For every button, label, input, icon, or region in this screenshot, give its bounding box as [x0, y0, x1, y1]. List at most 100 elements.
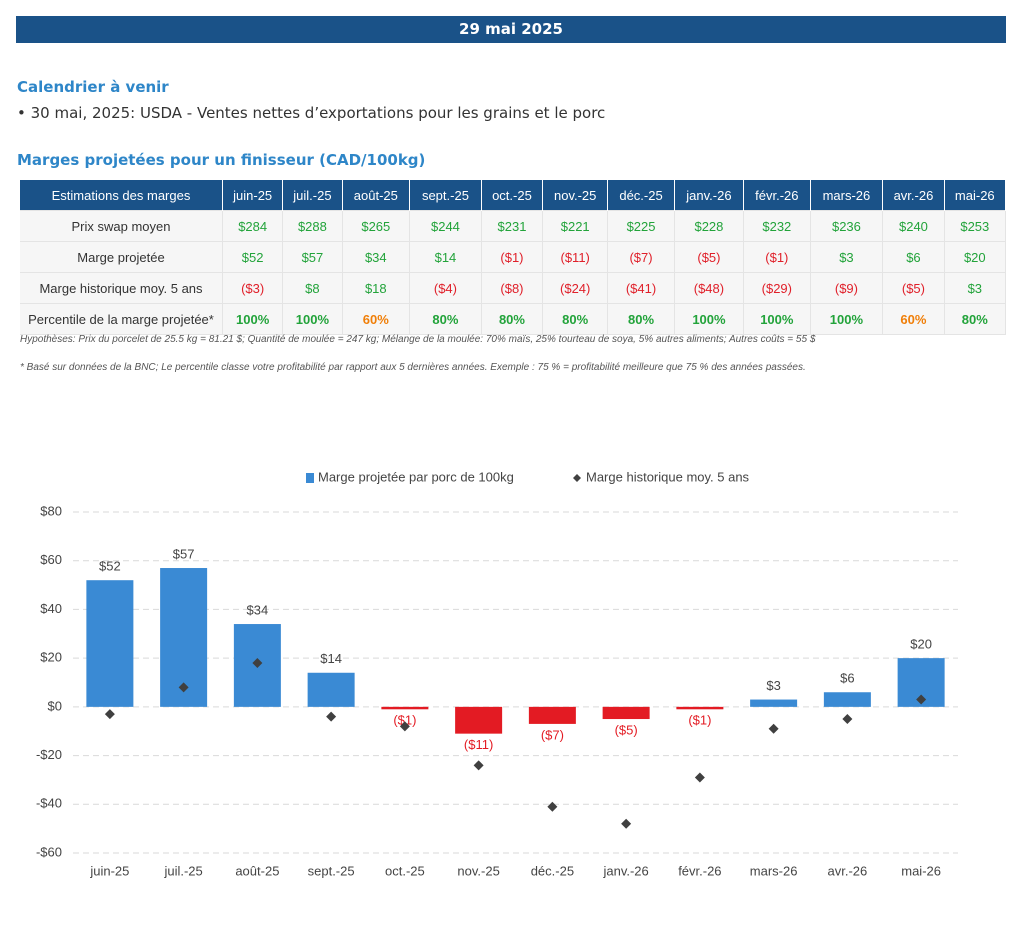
- cell: $228: [674, 210, 745, 242]
- y-tick-label: -$60: [36, 844, 62, 859]
- marker: [842, 714, 853, 725]
- cell: ($24): [542, 272, 609, 304]
- data-label: ($1): [393, 713, 416, 728]
- cell: $236: [810, 210, 884, 242]
- data-label: $3: [766, 678, 780, 693]
- cell: 100%: [810, 303, 884, 335]
- cell: $8: [282, 272, 343, 304]
- cell: ($29): [743, 272, 811, 304]
- x-tick-label: févr.-26: [678, 863, 721, 878]
- bar: [750, 699, 798, 707]
- y-tick-label: $0: [48, 698, 62, 713]
- cell: $3: [810, 241, 884, 273]
- cell: 80%: [607, 303, 675, 335]
- cell: 80%: [944, 303, 1007, 335]
- cell: $232: [743, 210, 811, 242]
- cell: 60%: [882, 303, 945, 335]
- cell: $225: [607, 210, 675, 242]
- x-tick-label: mai-26: [901, 863, 941, 878]
- x-tick-label: déc.-25: [531, 863, 574, 878]
- data-label: $20: [910, 637, 932, 652]
- header-cell: janv.-26: [674, 180, 745, 211]
- cell: $52: [222, 241, 284, 273]
- cell: ($5): [882, 272, 945, 304]
- data-label: ($11): [464, 737, 493, 752]
- header-cell: août-25: [342, 180, 411, 211]
- cell: ($11): [542, 241, 609, 273]
- header-cell: oct.-25: [481, 180, 544, 211]
- data-label: $34: [247, 602, 269, 617]
- cell: ($8): [481, 272, 544, 304]
- data-label: ($7): [541, 727, 564, 742]
- cell: ($1): [481, 241, 544, 273]
- row-label: Marge historique moy. 5 ans: [20, 272, 223, 304]
- calendar-title: Calendrier à venir: [17, 78, 169, 96]
- bar: [307, 672, 355, 707]
- data-label: $52: [99, 559, 121, 574]
- marker: [916, 694, 927, 705]
- cell: 100%: [674, 303, 745, 335]
- y-tick-label: -$20: [36, 747, 62, 762]
- data-label: ($1): [688, 713, 711, 728]
- bar: [602, 706, 650, 720]
- cell: ($9): [810, 272, 884, 304]
- x-tick-label: mars-26: [750, 863, 798, 878]
- cell: ($41): [607, 272, 675, 304]
- x-tick-label: oct.-25: [385, 863, 425, 878]
- bar: [381, 706, 429, 710]
- cell: 80%: [542, 303, 609, 335]
- table-row: Prix swap moyen $284 $288 $265 $244 $231 $221 $…: [20, 210, 1007, 242]
- cell: $221: [542, 210, 609, 242]
- bar: [455, 706, 503, 734]
- cell: $284: [222, 210, 284, 242]
- table-row: Marge projetée $52 $57 $34 $14 ($1) ($11) ($7)(…: [20, 241, 1007, 273]
- data-label: $14: [320, 651, 342, 666]
- cell: 100%: [222, 303, 284, 335]
- header-cell: mai-26: [944, 180, 1007, 211]
- cell: 100%: [743, 303, 811, 335]
- y-tick-label: $60: [40, 552, 62, 567]
- cell: ($5): [674, 241, 745, 273]
- legend-swatch: [573, 474, 581, 482]
- cell: $6: [882, 241, 945, 273]
- x-tick-label: juil.-25: [163, 863, 202, 878]
- cell: 80%: [481, 303, 544, 335]
- marker: [694, 772, 705, 783]
- note: Hypothèses: Prix du porcelet de 25.5 kg …: [20, 334, 816, 345]
- bar: [86, 580, 134, 707]
- cell: ($3): [222, 272, 284, 304]
- table-row: Marge historique moy. 5 ans ($3) $8 $18 ($4)…: [20, 272, 1007, 304]
- cell: $20: [944, 241, 1007, 273]
- x-tick-label: août-25: [235, 863, 279, 878]
- row-label: Marge projetée: [20, 241, 223, 273]
- header-cell: déc.-25: [607, 180, 675, 211]
- cell: $288: [282, 210, 343, 242]
- marker: [621, 818, 632, 829]
- marker: [768, 723, 779, 734]
- cell: $57: [282, 241, 343, 273]
- cell: 80%: [409, 303, 482, 335]
- bar: [676, 706, 724, 710]
- header-cell: mars-26: [810, 180, 884, 211]
- chart: -$60 -$40 -$20 $0 $20 $40 $60 $80 Marge projetée…: [36, 469, 958, 878]
- header-cell: nov.-25: [542, 180, 609, 211]
- y-tick-label: -$40: [36, 796, 62, 811]
- bar: [528, 706, 576, 724]
- marker: [104, 709, 115, 720]
- header-row: Estimations des marges juin-25 juil.-25 aoû…: [20, 180, 1007, 211]
- margin-table: Estimations des marges juin-25 juil.-25 aoû…: [20, 180, 1007, 335]
- marker: [178, 682, 189, 693]
- x-tick-label: nov.-25: [457, 863, 499, 878]
- bar: [823, 692, 871, 707]
- marker: [326, 711, 337, 722]
- date-header: 29 mai 2025: [16, 16, 1006, 43]
- x-tick-label: janv.-26: [602, 863, 648, 878]
- data-label: ($5): [615, 722, 638, 737]
- y-tick-label: $20: [40, 650, 62, 665]
- cell: 60%: [342, 303, 411, 335]
- header-cell: juin-25: [222, 180, 284, 211]
- cell: 100%: [282, 303, 343, 335]
- marker: [399, 721, 410, 732]
- header-cell: avr.-26: [882, 180, 945, 211]
- cell: ($7): [607, 241, 675, 273]
